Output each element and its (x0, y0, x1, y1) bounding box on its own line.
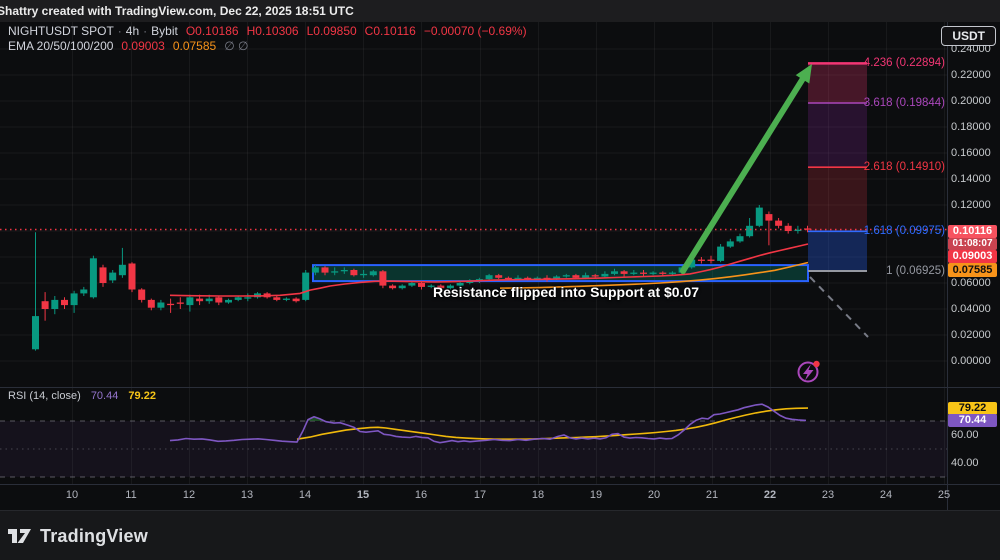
trend-arrow[interactable] (680, 64, 812, 274)
fib-level-label: 1 (0.06925) (886, 265, 945, 277)
price-tick-label: 0.20000 (951, 95, 991, 107)
ema-indicator-label[interactable]: EMA 20/50/100/200 (8, 39, 114, 53)
rsi-value: 70.44 (90, 390, 119, 402)
bottom-bar: TradingView (0, 510, 1000, 560)
notification-dot (813, 360, 820, 368)
time-axis-label: 11 (125, 489, 137, 501)
ema-empty-values: ∅ ∅ (224, 39, 249, 53)
time-axis-label: 17 (473, 489, 487, 501)
rsi-axis-badge: 70.44 (948, 413, 997, 427)
price-tick-label: 0.18000 (951, 121, 991, 133)
currency-toggle-button[interactable]: USDT (941, 26, 996, 46)
boost-lightning-button[interactable] (797, 360, 820, 383)
grid-lines (0, 22, 947, 484)
time-axis-label: 19 (589, 489, 603, 501)
top-bar: Shattry created with TradingView.com, De… (0, 0, 1000, 22)
legend-separator: · (117, 24, 122, 38)
fib-level-label: 1.618 (0.09975) (863, 225, 945, 238)
time-axis-label: 14 (298, 489, 312, 501)
ohlc-values: O0.10186 H0.10306 L0.09850 C0.10116 −0.00070… (178, 24, 527, 38)
fib-level-label: 4.236 (0.22894) (863, 57, 945, 70)
rsi-ma-value: 79.22 (128, 390, 156, 402)
pane-separators (0, 22, 1000, 510)
rsi-line (169, 403, 807, 444)
time-axis-label: 12 (182, 489, 196, 501)
ema-slow (499, 261, 809, 289)
annotation-text[interactable]: Resistance flipped into Support at $0.07 (432, 284, 700, 300)
dashed-projection-line[interactable] (809, 276, 869, 338)
time-axis-label: 21 (705, 489, 719, 501)
time-axis-label: 16 (414, 489, 428, 501)
time-axis-label: 10 (65, 489, 79, 501)
tradingview-logo[interactable]: TradingView (7, 526, 148, 547)
ema-value: 0.09003 (121, 39, 165, 53)
exchange-label: Bybit (151, 24, 178, 38)
rsi-pane (0, 403, 947, 478)
price-tick-label: 0.14000 (951, 173, 991, 185)
ema-values: 0.09003 0.07585 (113, 39, 216, 53)
rsi-tick-label: 40.00 (951, 457, 979, 469)
rsi-ma-line (296, 407, 809, 441)
rsi-title-label[interactable]: RSI (14, close) (8, 390, 81, 402)
ohlc-value: L0.09850 (306, 24, 357, 38)
price-axis-badge: 0.09003 (948, 250, 997, 263)
price-axis-badge: 0.10116 (948, 225, 997, 238)
legend-symbol-row: NIGHTUSDT SPOT · 4h · Bybit O0.10186 H0.10306 L… (8, 24, 527, 38)
interval-label[interactable]: 4h (125, 24, 140, 38)
ohlc-value: O0.10186 (185, 24, 239, 38)
price-tick-label: 0.16000 (951, 147, 991, 159)
ema-lines (169, 243, 809, 297)
legend-separator: · (143, 24, 148, 38)
fib-level-label: 2.618 (0.14910) (863, 161, 945, 174)
price-tick-label: 0.12000 (951, 199, 991, 211)
price-tick-label: 0.24000 (951, 43, 991, 55)
rsi-axis-badge: 79.22 (948, 401, 997, 415)
time-axis-label: 22 (763, 489, 777, 501)
price-tick-label: 0.00000 (951, 355, 991, 367)
price-tick-label: 0.02000 (951, 329, 991, 341)
time-axis-label: 25 (937, 489, 951, 501)
time-axis-label: 24 (879, 489, 893, 501)
ohlc-value: H0.10306 (246, 24, 299, 38)
ohlc-value: C0.10116 (364, 24, 416, 38)
ohlc-value: −0.00070 (−0.69%) (423, 24, 527, 38)
ema-value: 0.07585 (172, 39, 217, 53)
price-axis-badge: 0.07585 (948, 263, 997, 277)
attribution-text: Shattry created with TradingView.com, De… (0, 4, 354, 18)
price-tick-label: 0.06000 (951, 277, 991, 289)
price-tick-label: 0.22000 (951, 69, 991, 81)
time-axis-label: 23 (821, 489, 835, 501)
ema-fast (169, 243, 809, 297)
fib-extension-zone[interactable] (808, 62, 867, 272)
time-axis-label: 13 (240, 489, 254, 501)
price-axis-badge: 01:08:07 (948, 238, 997, 250)
tradingview-logo-icon (8, 529, 31, 543)
time-axis-label: 18 (531, 489, 545, 501)
rsi-indicator-title: RSI (14, close) 70.44 79.22 (8, 390, 156, 402)
fib-level-label: 3.618 (0.19844) (863, 97, 945, 109)
time-axis-label: 20 (647, 489, 661, 501)
rsi-tick-label: 60.00 (951, 429, 979, 441)
candlestick-series (32, 205, 811, 351)
legend-ema-row: EMA 20/50/100/200 0.09003 0.07585 ∅ ∅ (8, 39, 248, 53)
price-tick-label: 0.04000 (951, 303, 991, 315)
time-axis-label: 15 (356, 489, 370, 501)
symbol-title[interactable]: NIGHTUSDT SPOT (8, 24, 114, 38)
tradingview-logo-text: TradingView (40, 525, 148, 546)
